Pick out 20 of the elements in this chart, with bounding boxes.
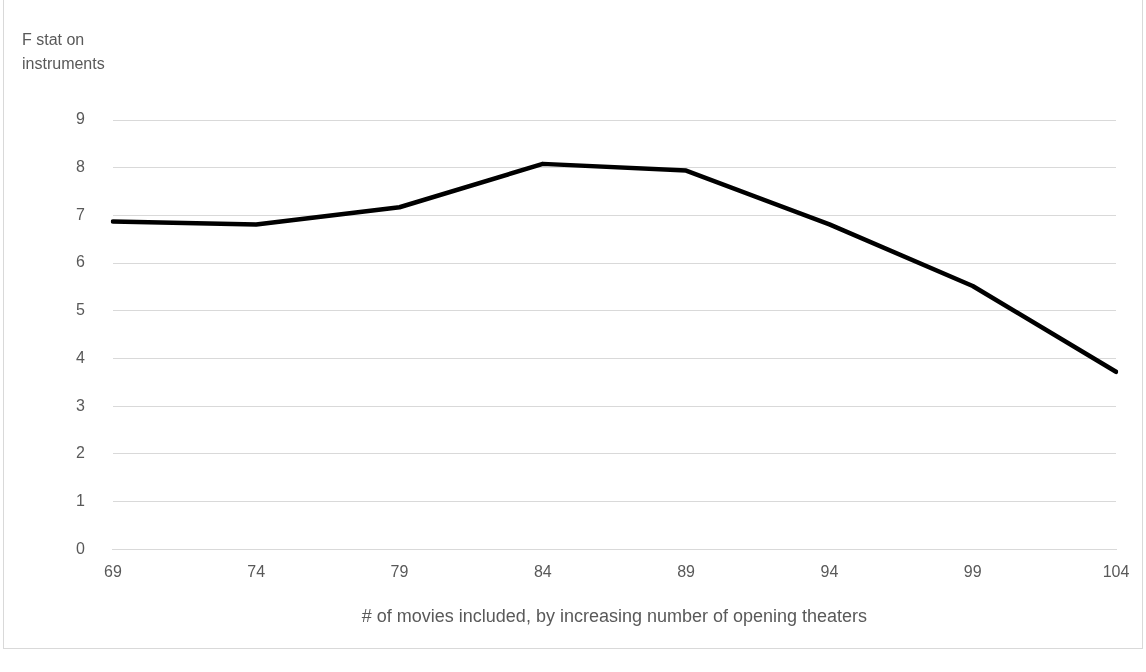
x-tick-label: 104 (1102, 563, 1130, 581)
x-tick-label: 84 (533, 563, 552, 581)
x-tick-label: 94 (820, 563, 839, 581)
y-tick-label: 4 (75, 348, 85, 366)
y-tick-label: 5 (75, 301, 85, 319)
x-tick-label: 99 (963, 563, 982, 581)
x-tick-label: 89 (677, 563, 696, 581)
y-tick-label: 7 (75, 205, 85, 223)
y-tick-label: 1 (75, 491, 85, 509)
y-tick-label: 9 (75, 110, 85, 128)
x-tick-label: 69 (104, 563, 122, 581)
y-tick-label: 3 (75, 396, 85, 414)
x-axis-title: # of movies included, by increasing number of opening theaters (361, 606, 868, 627)
y-tick-label: 2 (75, 444, 85, 462)
y-axis-title: F stat on instruments (22, 30, 106, 74)
y-tick-label: 8 (75, 158, 85, 176)
y-tick-label: 0 (75, 539, 85, 557)
y-tick-label: 6 (75, 253, 85, 271)
x-tick-label: 79 (390, 563, 409, 581)
x-tick-label: 74 (247, 563, 266, 581)
